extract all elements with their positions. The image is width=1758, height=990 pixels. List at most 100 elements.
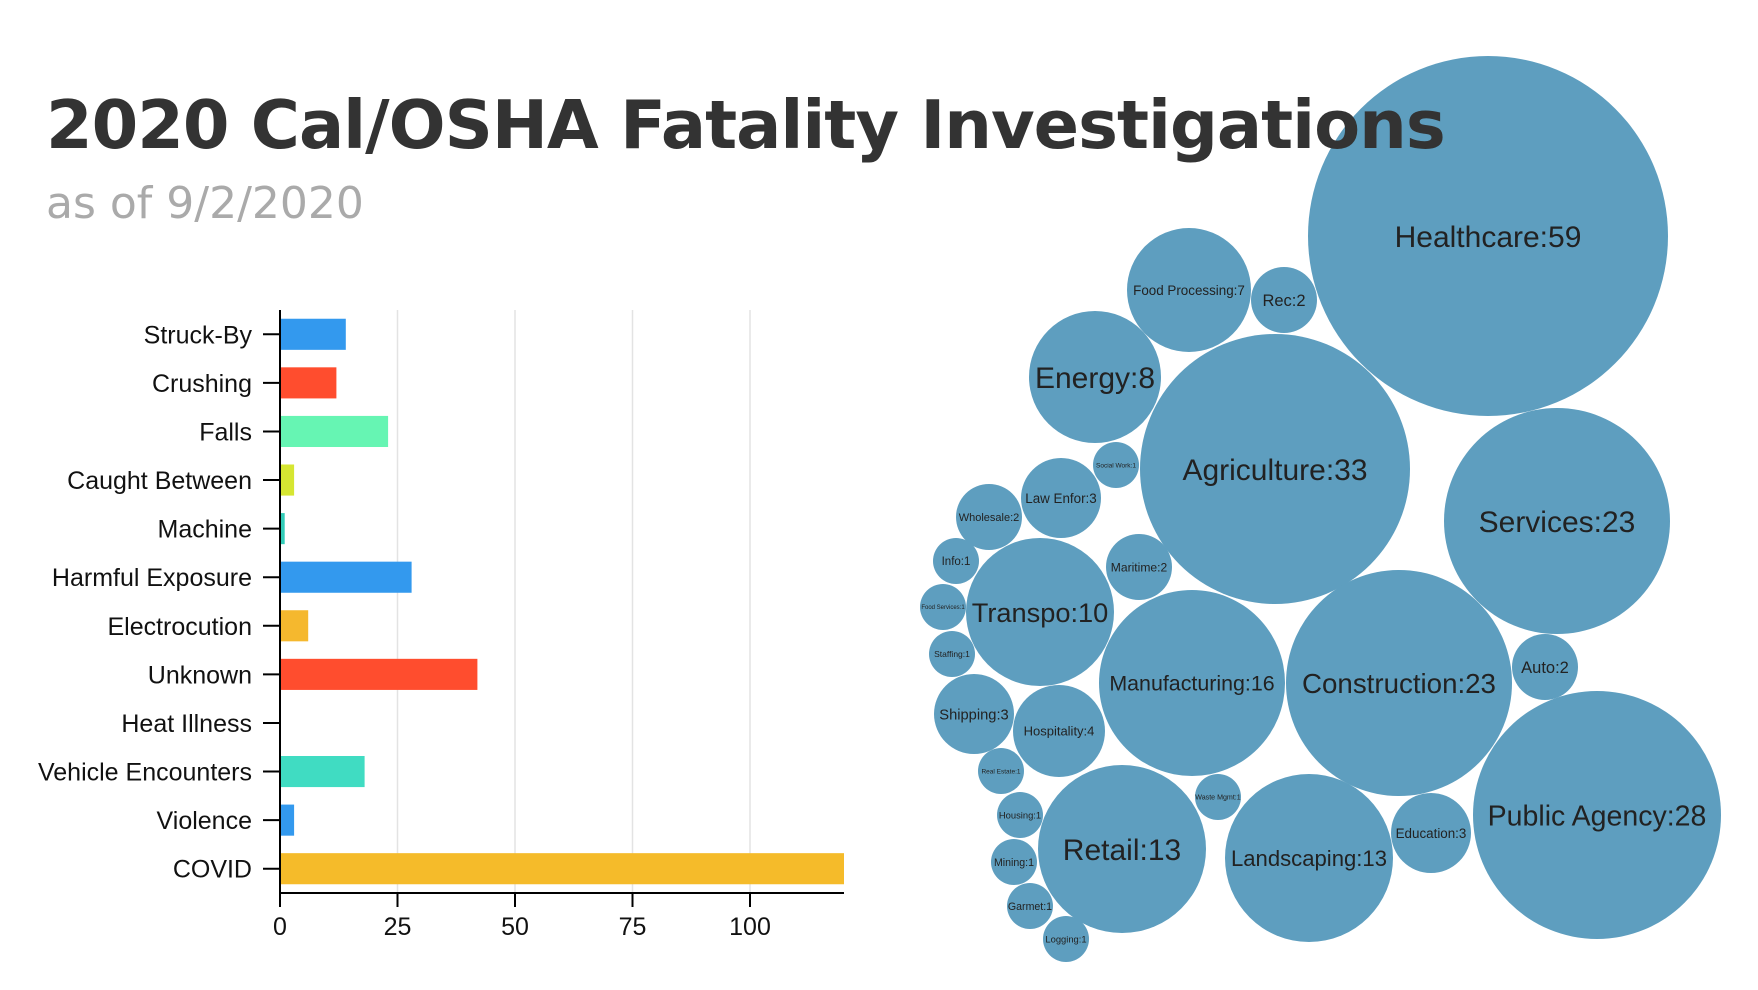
bubble: Healthcare:59 [1308,56,1668,416]
bubble-label: Landscaping:13 [1231,846,1387,871]
bubble-circle [1007,883,1053,929]
bubble-circle [1444,408,1670,634]
bar [281,513,285,545]
bubble-circle [1127,228,1251,352]
bubble-label: Services:23 [1479,506,1636,539]
y-tick-label: Machine [158,516,253,544]
bubble-label: Food Processing:7 [1133,283,1245,298]
bubble: Garmet:1 [1007,883,1053,929]
bubble-label: Staffing:1 [934,649,970,659]
bubble-circle [1029,311,1161,443]
y-tick-label: Caught Between [67,467,252,495]
bubble: Shipping:3 [934,674,1014,754]
y-tick-label: Unknown [148,661,252,689]
bubble: Public Agency:28 [1473,691,1721,939]
bubble: Info:1 [933,538,979,584]
bubble: Hospitality:4 [1013,685,1105,777]
bubble-circle [1140,334,1410,604]
bubble-label: Maritime:2 [1111,560,1168,574]
bubble-circle [1013,685,1105,777]
bar [281,658,478,690]
bubble-label: Hospitality:4 [1024,724,1095,739]
bubble-circle [1286,570,1512,796]
bubble: Housing:1 [997,792,1043,838]
bubble: Services:23 [1444,408,1670,634]
x-tick-label: 75 [619,913,647,941]
bubble: Energy:8 [1029,311,1161,443]
bar [281,755,365,788]
bubble: Auto:2 [1512,634,1578,700]
y-tick-label: Falls [199,418,252,446]
x-tick-label: 25 [384,913,412,941]
bubble: Real Estate:1 [978,748,1024,794]
bubble-label: Rec:2 [1262,292,1305,310]
bubble-circle [920,584,966,630]
bubble-circle [1251,267,1317,333]
bar [281,318,346,350]
bubble: Wholesale:2 [956,484,1022,550]
bubble-label: Transpo:10 [972,597,1109,628]
y-tick-label: Heat Illness [121,710,252,738]
bubble-circle [966,538,1114,686]
bubble-label: Logging:1 [1045,933,1086,944]
bubble: Staffing:1 [929,631,975,677]
bubble-label: Real Estate:1 [981,768,1020,775]
bubble-circle [1473,691,1721,939]
bubble: Food Processing:7 [1127,228,1251,352]
bubble-circle [1093,442,1139,488]
bubble: Education:3 [1391,793,1471,873]
bubble-circle [997,792,1043,838]
bubble-label: Shipping:3 [939,707,1008,723]
bubble-circle [1308,56,1668,416]
bubble-circle [933,538,979,584]
bar [281,610,309,642]
bubble: Maritime:2 [1106,534,1172,600]
y-tick-label: Violence [157,807,252,835]
y-tick-label: Crushing [152,370,252,398]
bubble: Landscaping:13 [1225,774,1393,942]
bubble-circle [1512,634,1578,700]
bubble-circle [1391,793,1471,873]
bubble-circle [1043,916,1089,962]
bubble: Food Services:1 [920,584,966,630]
bubble: Construction:23 [1286,570,1512,796]
bar [281,561,412,593]
bar [281,367,337,399]
bubble-label: Public Agency:28 [1488,800,1707,832]
bubble-circle [991,839,1037,885]
bar [281,464,295,496]
bubble-label: Agriculture:33 [1182,454,1367,487]
bubble-circle [956,484,1022,550]
y-tick-label: Harmful Exposure [52,564,252,592]
bubble-circle [1021,458,1101,538]
bubble-circle [1225,774,1393,942]
bubble: Agriculture:33 [1140,334,1410,604]
bubble: Social Work:1 [1093,442,1139,488]
bubble: Logging:1 [1043,916,1089,962]
bubble: Retail:13 [1038,765,1206,933]
bubble-label: Garmet:1 [1008,901,1052,913]
bubble-label: Energy:8 [1035,362,1155,395]
bubble-label: Law Enfor:3 [1025,491,1096,506]
y-tick-label: Electrocution [107,613,252,641]
bubble-label: Mining:1 [994,857,1034,869]
bubble-circle [934,674,1014,754]
bubble-circle [978,748,1024,794]
bubble-label: Food Services:1 [921,605,965,611]
bubble-circle [929,631,975,677]
bubble-label: Retail:13 [1063,834,1181,867]
page-subtitle: as of 9/2/2020 [46,178,364,229]
bar-chart: Struck-By Crushing Falls Caught Between Mach… [38,310,844,941]
y-tick-label: COVID [173,856,252,884]
bubble: Rec:2 [1251,267,1317,333]
bubble-label: Info:1 [942,556,971,568]
bubble-label: Waste Mgmt:1 [1195,794,1241,802]
bubble: Mining:1 [991,839,1037,885]
x-tick-label: 100 [729,913,771,941]
bubble-circle [1106,534,1172,600]
bubble-label: Education:3 [1396,826,1467,841]
y-tick-label: Vehicle Encounters [38,759,252,787]
bubble-label: Manufacturing:16 [1109,672,1274,696]
bar [281,415,389,448]
